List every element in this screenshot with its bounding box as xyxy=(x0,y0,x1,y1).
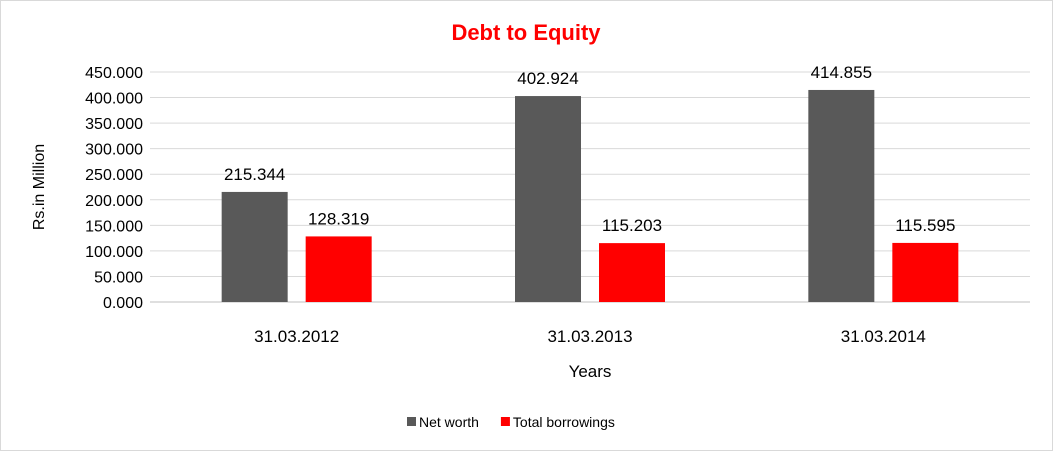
data-label: 414.855 xyxy=(811,63,872,82)
bar-total-borrowings xyxy=(305,236,372,302)
y-axis-label: Rs.in Million xyxy=(31,144,48,230)
bar-total-borrowings xyxy=(892,242,959,302)
data-label: 115.203 xyxy=(602,216,662,235)
y-tick-label: 150.000 xyxy=(85,218,143,235)
legend-label: Total borrowings xyxy=(513,414,615,430)
bar-total-borrowings xyxy=(599,243,665,302)
bar-net-worth xyxy=(808,89,875,302)
y-tick-label: 300.000 xyxy=(85,142,143,159)
legend-swatch-0 xyxy=(407,417,416,426)
y-tick-label: 350.000 xyxy=(85,116,143,133)
y-tick-label: 400.000 xyxy=(85,91,143,108)
legend-label: Net worth xyxy=(419,414,479,430)
data-label: 115.595 xyxy=(895,216,955,235)
y-tick-label: 50.000 xyxy=(94,269,143,286)
x-axis-label: Years xyxy=(569,362,612,381)
chart-title: Debt to Equity xyxy=(451,20,601,45)
data-label: 402.924 xyxy=(517,69,578,88)
legend-swatch-1 xyxy=(500,417,510,426)
x-tick-label: 31.03.2013 xyxy=(547,327,632,346)
y-tick-label: 200.000 xyxy=(85,193,143,210)
data-label: 128.319 xyxy=(308,209,369,228)
y-tick-label: 0.000 xyxy=(103,295,143,312)
bar-net-worth xyxy=(221,191,288,302)
data-label: 215.344 xyxy=(224,165,285,184)
bar-net-worth xyxy=(515,96,581,302)
y-tick-label: 450.000 xyxy=(85,65,143,82)
y-tick-label: 100.000 xyxy=(85,244,143,261)
x-tick-label: 31.03.2012 xyxy=(254,327,339,346)
y-tick-label: 250.000 xyxy=(85,167,143,184)
x-tick-label: 31.03.2014 xyxy=(841,327,926,346)
